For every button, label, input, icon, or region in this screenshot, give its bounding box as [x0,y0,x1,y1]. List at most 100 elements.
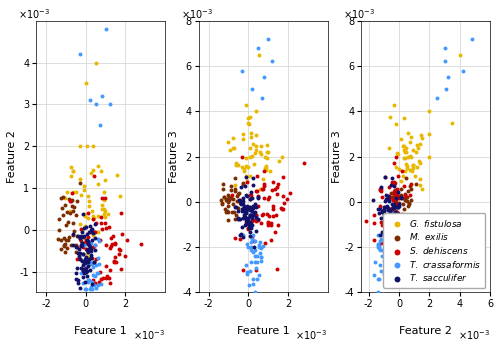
Point [223,196,231,201]
Point [72,242,80,247]
Point [244,193,252,199]
Point [81,259,89,264]
Point [79,245,87,250]
Point [286,191,294,196]
Point [246,220,254,225]
Point [444,74,452,80]
Point [251,290,259,295]
Point [398,136,406,142]
Point [235,190,243,196]
Point [86,249,94,254]
Point [383,250,391,255]
Point [382,192,390,198]
Point [247,192,255,197]
Point [383,203,391,208]
Point [231,182,239,187]
Point [94,181,102,187]
Point [384,193,392,199]
Point [408,168,416,173]
Point [244,121,252,127]
Point [228,192,236,198]
Text: $\times 10^{-3}$: $\times 10^{-3}$ [180,7,213,21]
Point [90,230,98,236]
Point [255,244,263,249]
Point [440,45,448,51]
Point [96,238,104,243]
Point [246,212,254,218]
Point [391,233,399,238]
Point [458,68,466,73]
Point [384,282,392,287]
Point [268,59,276,64]
Point [248,153,256,159]
Point [378,253,386,259]
Point [230,210,237,215]
Point [384,196,392,201]
Point [83,247,91,253]
Point [250,281,258,287]
Point [106,236,114,241]
Point [68,190,76,195]
Point [232,186,239,192]
Point [380,208,388,213]
Point [238,224,246,230]
Point [384,266,392,272]
Point [400,191,408,197]
Point [402,149,410,155]
Point [256,151,264,156]
Point [84,260,92,266]
Point [392,215,400,221]
Point [390,213,398,219]
Point [244,207,252,212]
Point [84,254,92,259]
Point [84,249,92,255]
Point [70,242,78,247]
Point [249,212,257,218]
Point [392,154,400,160]
Point [98,214,106,220]
Point [84,239,92,245]
Point [384,236,392,242]
Point [406,222,414,228]
Point [91,243,99,248]
Point [103,273,111,279]
Point [404,203,412,208]
Point [106,102,114,107]
Point [389,268,397,273]
Point [253,173,261,179]
Point [370,259,378,264]
Point [79,267,87,272]
Point [395,200,403,206]
Point [414,142,422,148]
Point [273,184,281,190]
Point [410,164,418,169]
Point [382,253,390,258]
Text: $\times 10^{-3}$: $\times 10^{-3}$ [296,328,328,341]
Point [84,263,92,269]
Point [80,242,88,247]
Point [87,246,95,252]
Point [237,201,245,207]
Point [390,226,398,231]
Point [85,260,93,266]
Point [264,220,272,225]
Point [106,268,114,273]
Point [383,239,391,245]
Point [242,262,250,267]
Point [245,204,253,209]
Point [377,185,385,190]
Point [267,222,275,228]
Point [398,195,406,201]
Point [224,199,232,205]
Point [236,198,244,204]
Point [76,253,84,258]
Point [241,215,249,220]
Point [92,220,100,226]
Point [86,317,94,322]
Point [248,236,256,242]
Point [242,218,250,223]
Point [94,237,102,242]
Point [253,188,261,194]
Point [254,193,262,198]
Point [370,272,378,277]
